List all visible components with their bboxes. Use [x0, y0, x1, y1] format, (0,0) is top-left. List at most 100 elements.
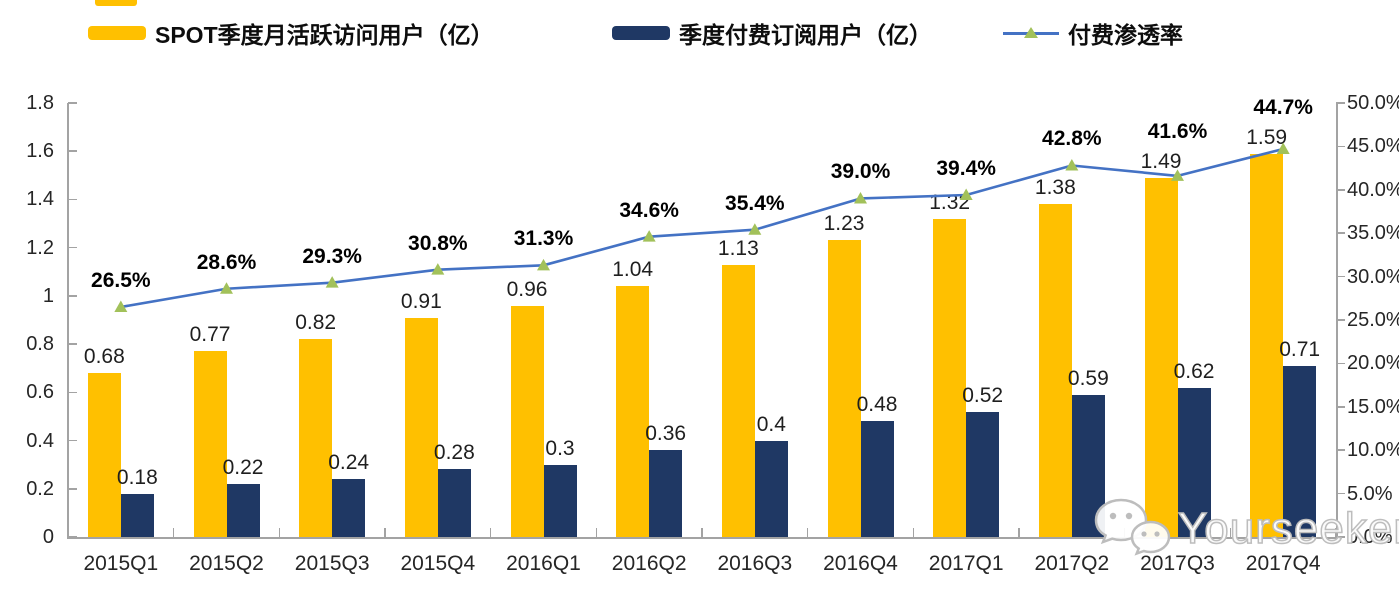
y-axis-right-tick	[1336, 189, 1345, 191]
y-axis-left-tick-label: 0.4	[26, 429, 54, 452]
x-axis-tick	[67, 528, 69, 537]
y-axis-left-tick-label: 1.8	[26, 92, 54, 114]
triangle-marker	[537, 258, 550, 271]
y-axis-left-tick-label: 0.6	[26, 381, 54, 404]
penetration-label: 31.3%	[513, 227, 574, 251]
y-axis-left-tick-label: 0	[42, 526, 54, 548]
bar-mau	[404, 317, 438, 537]
bar-paid	[120, 493, 154, 537]
penetration-label: 41.6%	[1147, 119, 1208, 143]
triangle-marker	[431, 263, 445, 275]
penetration-label: 44.7%	[1253, 95, 1313, 119]
y-axis-right-tick-label: 40.0%	[1347, 178, 1399, 201]
x-axis-category-label: 2015Q2	[189, 552, 264, 575]
bar-mau	[299, 339, 333, 537]
y-axis-left-tick	[68, 439, 77, 442]
x-axis-tick	[1018, 528, 1020, 537]
bar-label-mau: 1.23	[823, 212, 865, 236]
y-axis-right-tick	[1336, 102, 1345, 104]
bar-label-paid: 0.28	[433, 441, 475, 465]
penetration-label: 35.4%	[725, 191, 785, 215]
legend-item-mau: SPOT季度月活跃访问用户（亿）	[88, 16, 494, 50]
y-axis-left-tick-label: 0.2	[26, 477, 54, 500]
penetration-label: 29.3%	[302, 244, 362, 268]
bar-label-mau: 1.38	[1034, 176, 1076, 200]
y-axis-right-tick-label: 20.0%	[1347, 352, 1399, 375]
bar-mau	[510, 305, 544, 537]
y-axis-right-tick-label: 0.0%	[1347, 526, 1393, 548]
x-axis-category-label: 2017Q3	[1140, 552, 1215, 575]
penetration-label: 34.6%	[619, 198, 679, 222]
penetration-label: 26.5%	[91, 268, 151, 292]
bar-paid	[437, 469, 471, 537]
bar-label-mau: 0.77	[189, 323, 231, 347]
x-axis-category-label: 2015Q1	[83, 552, 159, 575]
y-axis-left-tick	[68, 488, 77, 490]
y-axis-right-tick-label: 5.0%	[1347, 482, 1393, 505]
x-axis-category-label: 2017Q1	[928, 552, 1004, 575]
bar-mau	[616, 286, 650, 537]
x-axis-line	[66, 537, 1338, 539]
penetration-label: 28.6%	[196, 250, 257, 274]
x-axis-category-label: 2015Q3	[294, 552, 370, 575]
y-axis-left-tick	[68, 391, 77, 394]
triangle-marker	[642, 230, 656, 242]
triangle-marker	[748, 223, 762, 235]
bar-label-mau: 0.96	[506, 277, 548, 301]
legend-label-mau: SPOT季度月活跃访问用户（亿）	[155, 22, 494, 48]
y-axis-right-tick-label: 25.0%	[1347, 309, 1399, 331]
y-axis-right-tick	[1336, 362, 1345, 365]
cropped-swatch-artifact	[95, 0, 137, 6]
bar-paid	[649, 450, 683, 537]
y-axis-left-tick-label: 1.4	[26, 188, 54, 211]
bar-paid	[754, 440, 788, 537]
y-axis-right-tick-label: 45.0%	[1347, 135, 1399, 158]
x-axis-category-label: 2016Q2	[611, 552, 687, 575]
legend-item-paid: 季度付费订阅用户（亿）	[612, 16, 932, 50]
y-axis-right-tick-label: 35.0%	[1347, 222, 1399, 245]
x-axis-tick	[1123, 528, 1126, 537]
bar-mau	[933, 218, 967, 537]
triangle-marker	[1065, 158, 1079, 171]
bar-label-paid: 0.18	[116, 465, 158, 489]
y-axis-left-tick	[68, 295, 77, 297]
legend-item-penetration: 付费渗透率	[1003, 16, 1183, 50]
y-axis-right-tick	[1336, 145, 1345, 148]
y-axis-left-tick	[68, 246, 77, 249]
bar-label-mau: 1.49	[1140, 149, 1182, 173]
y-axis-left-tick	[68, 102, 77, 104]
bar-label-paid: 0.22	[222, 455, 264, 479]
y-axis-left-tick	[68, 150, 77, 152]
y-axis-right-line	[1335, 103, 1338, 539]
legend-swatch-paid	[612, 26, 670, 40]
y-axis-right-tick-label: 15.0%	[1347, 395, 1399, 418]
bar-label-paid: 0.59	[1067, 366, 1109, 390]
bar-label-mau: 1.32	[929, 190, 971, 214]
bar-mau	[193, 351, 227, 537]
bar-label-paid: 0.52	[962, 383, 1004, 407]
bar-label-mau: 1.13	[717, 236, 759, 260]
x-axis-tick	[384, 528, 386, 537]
y-axis-right-tick-label: 30.0%	[1347, 265, 1399, 288]
y-axis-left-tick	[68, 198, 77, 201]
x-axis-tick	[595, 528, 598, 537]
x-axis-tick	[278, 528, 281, 537]
y-axis-left-tick	[68, 536, 77, 538]
penetration-label: 42.8%	[1042, 127, 1102, 151]
bar-paid	[1071, 394, 1105, 537]
bar-label-mau: 0.91	[400, 289, 442, 313]
x-axis-tick	[172, 528, 175, 537]
legend-swatch-mau	[88, 26, 146, 40]
bar-label-mau: 0.68	[83, 345, 125, 369]
x-axis-category-label: 2016Q1	[506, 552, 581, 575]
y-axis-right-tick	[1336, 536, 1345, 538]
bar-paid	[966, 411, 1000, 537]
legend-label-penetration: 付费渗透率	[1068, 22, 1183, 48]
bar-label-paid: 0.48	[856, 393, 898, 417]
bar-label-mau: 1.59	[1246, 125, 1288, 149]
x-axis-tick	[701, 528, 703, 537]
legend-line-marker	[1003, 25, 1059, 41]
triangle-marker	[854, 191, 867, 204]
y-axis-left-tick-label: 1.2	[26, 236, 54, 259]
